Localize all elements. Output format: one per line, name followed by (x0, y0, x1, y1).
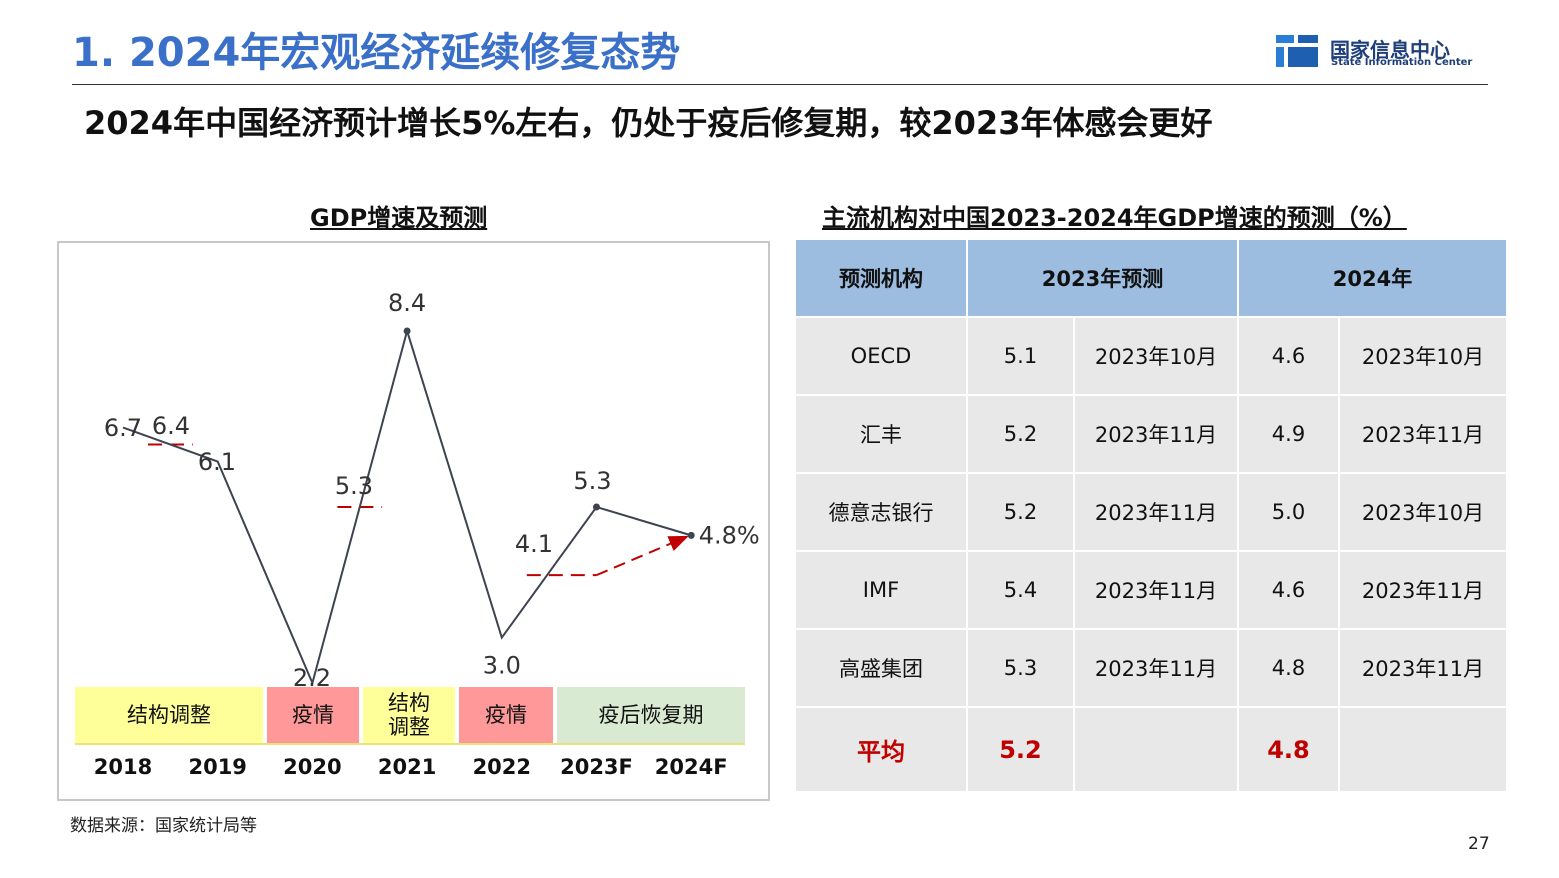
chart-title: GDP增速及预测 (310, 204, 488, 232)
average-2024: 4.8 (1237, 706, 1340, 793)
average-2023-blank (1073, 706, 1239, 793)
average-2024-blank (1338, 706, 1508, 793)
value-2024-cell: 4.9 (1237, 394, 1340, 474)
table-row: IMF 5.4 2023年11月 4.6 2023年11月 (794, 550, 1508, 630)
value-2024-cell: 4.6 (1237, 550, 1340, 630)
value-2023-cell: 5.2 (966, 472, 1075, 552)
value-2023-cell: 5.1 (966, 316, 1075, 396)
org-cell: 德意志银行 (794, 472, 968, 552)
average-2023: 5.2 (966, 706, 1075, 793)
page-title: 1. 2024年宏观经济延续修复态势 (72, 30, 681, 76)
average-label: 5.3 (335, 472, 373, 500)
table-row: OECD 5.1 2023年10月 4.6 2023年10月 (794, 316, 1508, 396)
org-cell: IMF (794, 550, 968, 630)
org-cell: 汇丰 (794, 394, 968, 474)
forecast-table: 预测机构 2023年预测 2024年 OECD 5.1 2023年10月 4.6… (794, 238, 1508, 793)
phase-structural-adjustment-2: 结构 调整 (363, 687, 455, 743)
sic-logo-icon (1276, 35, 1318, 67)
data-label: 6.7 (104, 414, 142, 442)
average-label: 平均 (794, 706, 968, 793)
value-2023-cell: 5.3 (966, 628, 1075, 708)
value-2023-cell: 5.2 (966, 394, 1075, 474)
org-cell: 高盛集团 (794, 628, 968, 708)
page-number: 27 (1468, 834, 1490, 854)
phase-post-pandemic-recovery: 疫后恢复期 (557, 687, 745, 743)
data-label: 3.0 (483, 652, 521, 680)
chart-frame (57, 241, 770, 801)
phase-pandemic-2: 疫情 (459, 687, 553, 743)
date-2023-cell: 2023年10月 (1073, 316, 1239, 396)
date-2023-cell: 2023年11月 (1073, 550, 1239, 630)
logo-text-en: State Information Center (1331, 57, 1473, 68)
header-institution: 预测机构 (794, 238, 968, 318)
average-label: 4.1 (515, 530, 553, 558)
table-header-row: 预测机构 2023年预测 2024年 (794, 238, 1508, 318)
header-2023-forecast: 2023年预测 (966, 238, 1239, 318)
date-2023-cell: 2023年11月 (1073, 472, 1239, 552)
data-label: 5.3 (573, 467, 611, 495)
x-tick-label: 2023F (560, 755, 633, 779)
table-row: 德意志银行 5.2 2023年11月 5.0 2023年10月 (794, 472, 1508, 552)
x-tick-label: 2020 (283, 755, 341, 779)
table-row: 高盛集团 5.3 2023年11月 4.8 2023年11月 (794, 628, 1508, 708)
data-label: 6.1 (198, 448, 236, 476)
phase-structural-adjustment-1: 结构调整 (75, 687, 263, 743)
value-2024-cell: 4.8 (1237, 628, 1340, 708)
data-label: 4.8% (699, 521, 760, 549)
average-label: 6.4 (152, 412, 190, 440)
date-2024-cell: 2023年10月 (1338, 316, 1508, 396)
table-title: 主流机构对中国2023-2024年GDP增速的预测（%） (822, 204, 1407, 232)
org-cell: OECD (794, 316, 968, 396)
value-2024-cell: 4.6 (1237, 316, 1340, 396)
gdp-point (403, 327, 411, 335)
x-tick-label: 2024F (655, 755, 728, 779)
date-2024-cell: 2023年11月 (1338, 550, 1508, 630)
gdp-point (687, 531, 695, 539)
table-row: 汇丰 5.2 2023年11月 4.9 2023年11月 (794, 394, 1508, 474)
gdp-point (593, 503, 600, 511)
data-label: 8.4 (388, 289, 426, 317)
forecast-arrow (596, 535, 689, 577)
value-2023-cell: 5.4 (966, 550, 1075, 630)
x-tick-label: 2018 (94, 755, 152, 779)
date-2024-cell: 2023年10月 (1338, 472, 1508, 552)
title-divider (72, 84, 1488, 85)
slide-subtitle: 2024年中国经济预计增长5%左右，仍处于疫后修复期，较2023年体感会更好 (84, 104, 1213, 142)
data-source: 数据来源：国家统计局等 (70, 816, 257, 836)
gdp-line-chart: 6.76.12.28.43.05.34.8%6.45.34.1 2018 2019… (94, 289, 760, 779)
table-average-row: 平均 5.2 4.8 (794, 706, 1508, 793)
gdp-series-line (122, 327, 692, 687)
value-2024-cell: 5.0 (1237, 472, 1340, 552)
date-2023-cell: 2023年11月 (1073, 628, 1239, 708)
date-2023-cell: 2023年11月 (1073, 394, 1239, 474)
logo-text-cn: 国家信息中心 (1330, 38, 1450, 62)
header-2024: 2024年 (1237, 238, 1508, 318)
date-2024-cell: 2023年11月 (1338, 628, 1508, 708)
x-tick-label: 2021 (378, 755, 436, 779)
phase-pandemic-1: 疫情 (267, 687, 359, 743)
phase-baseline (75, 743, 745, 745)
date-2024-cell: 2023年11月 (1338, 394, 1508, 474)
x-tick-label: 2019 (188, 755, 246, 779)
x-tick-label: 2022 (473, 755, 531, 779)
